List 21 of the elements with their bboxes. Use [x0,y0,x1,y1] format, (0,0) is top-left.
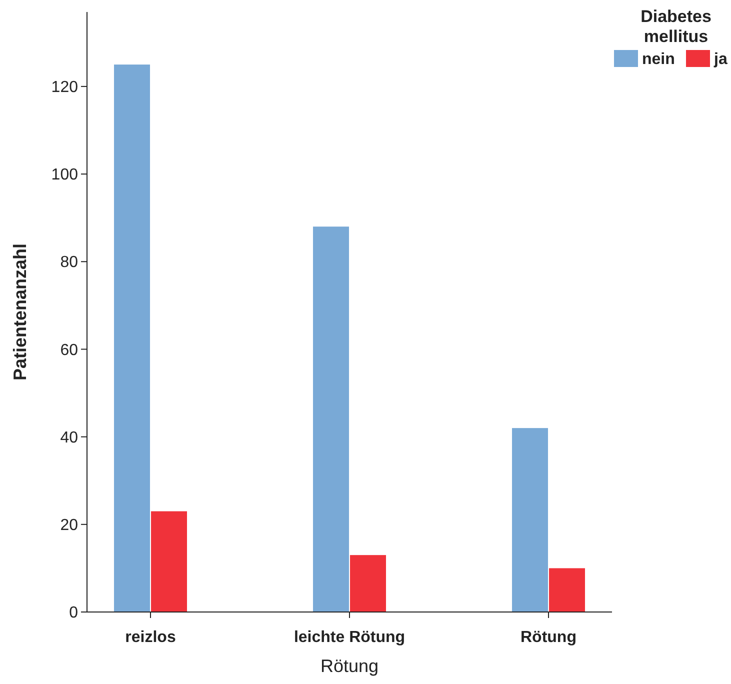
bar [549,568,585,612]
bar [151,511,187,612]
legend-title: Diabetes mellitus [640,7,712,46]
y-tick-label: 20 [60,517,78,534]
y-tick-label: 80 [60,254,78,272]
bar [350,555,386,612]
x-tick-label: reizlos [125,629,176,646]
y-tick-label: 40 [60,429,78,446]
x-axis-title: Rötung [320,656,379,676]
x-tick-label: Rötung [520,629,576,646]
legend-label: nein [642,51,675,68]
y-tick-label: 120 [51,79,78,96]
y-tick-label: 0 [69,604,78,622]
bar [313,226,349,612]
legend-label: ja [713,51,728,68]
bar [512,428,548,612]
y-tick-label: 60 [60,342,78,359]
bar [114,64,150,612]
y-axis-title: Patientenanzahl [10,243,30,381]
x-tick-label: leichte Rötung [294,629,406,646]
y-tick-label: 100 [51,166,78,184]
